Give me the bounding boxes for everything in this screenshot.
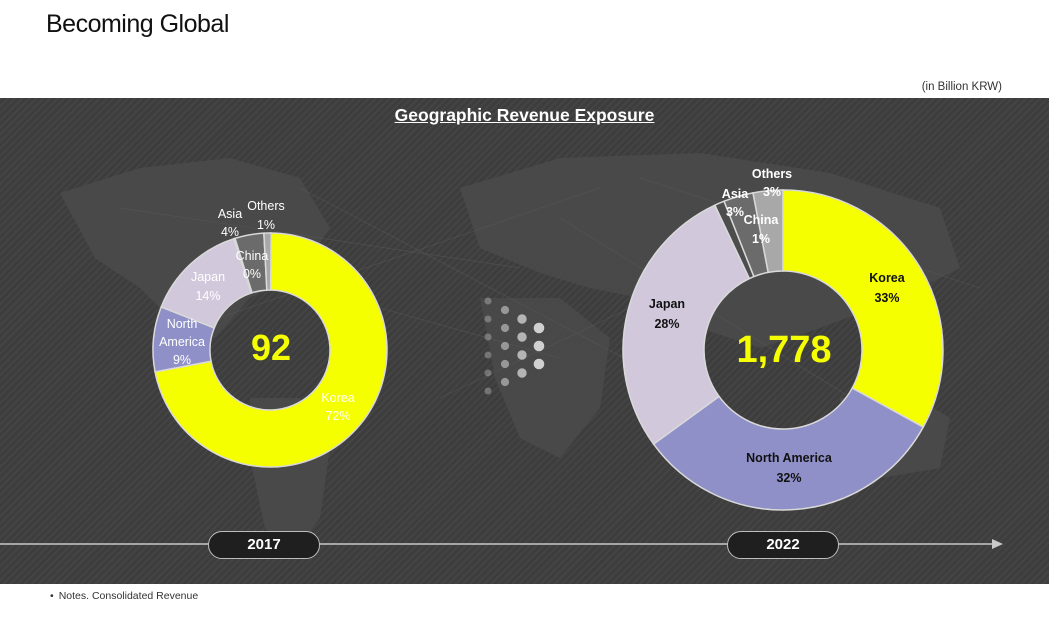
unit-note: (in Billion KRW) xyxy=(921,81,1002,93)
dot xyxy=(484,315,492,323)
slice-label-china: China xyxy=(744,213,780,227)
slice-value-japan: 14% xyxy=(195,289,220,303)
slice-value-north-america: 32% xyxy=(776,471,801,485)
slice-label-north-america: North America xyxy=(746,451,833,465)
slice-label-japan: Japan xyxy=(191,270,225,284)
transition-dots xyxy=(484,297,545,395)
footnote-text: Notes. Consolidated Revenue xyxy=(58,590,199,602)
slice-korea xyxy=(154,232,388,468)
dot xyxy=(517,332,527,342)
slice-label-china: China xyxy=(236,249,269,263)
timeline-arrow xyxy=(992,539,1003,549)
footnote: • Notes. Consolidated Revenue xyxy=(50,590,199,602)
dot xyxy=(500,377,510,387)
donut-chart-2017: Korea 72% North America 9% Japan 14% China 0% Asi… xyxy=(152,199,388,468)
dot xyxy=(533,322,545,334)
dot xyxy=(517,368,527,378)
slice-value-korea: 72% xyxy=(325,409,350,423)
slice-value-japan: 28% xyxy=(654,317,679,331)
slice-value-others: 3% xyxy=(763,185,781,199)
slice-value-north-america: 9% xyxy=(173,353,191,367)
slice-others xyxy=(263,232,272,291)
slice-label-others: Others xyxy=(247,199,285,213)
donut-chart-2022: Korea 33% North America 32% Japan 28% China 1% A… xyxy=(622,167,944,511)
total-2017: 92 xyxy=(251,327,291,368)
dot xyxy=(484,369,492,377)
total-2022: 1,778 xyxy=(736,329,831,371)
slice-label-north-america: North America xyxy=(159,317,205,349)
dot xyxy=(484,351,492,359)
slice-value-others: 1% xyxy=(257,218,275,232)
dot xyxy=(533,358,545,370)
slice-label-korea: Korea xyxy=(869,271,905,285)
dot xyxy=(484,387,492,395)
dot xyxy=(500,341,510,351)
dot xyxy=(484,333,492,341)
slice-label-asia: Asia xyxy=(218,207,242,221)
slice-others xyxy=(752,189,784,274)
year-pill-2017: 2017 xyxy=(208,531,320,559)
slice-japan xyxy=(622,204,751,446)
slice-value-korea: 33% xyxy=(874,291,899,305)
slice-korea xyxy=(782,189,944,429)
page-title: Becoming Global xyxy=(46,10,229,38)
slice-value-china: 0% xyxy=(243,267,261,281)
dot xyxy=(517,350,527,360)
slice-value-asia: 3% xyxy=(726,205,744,219)
dot xyxy=(500,359,510,369)
dot xyxy=(517,314,527,324)
chart-title: Geographic Revenue Exposure xyxy=(394,105,655,125)
slice-label-korea: Korea xyxy=(321,391,354,405)
slice-label-others: Others xyxy=(752,167,792,181)
slice-value-asia: 4% xyxy=(221,225,239,239)
dot xyxy=(533,340,545,352)
slice-label-japan: Japan xyxy=(649,297,685,311)
slice-north-america xyxy=(652,387,925,511)
slice-value-china: 1% xyxy=(752,232,770,246)
year-pill-2022: 2022 xyxy=(727,531,839,559)
dot xyxy=(500,323,510,333)
slice-label-asia: Asia xyxy=(722,187,749,201)
dot xyxy=(484,297,492,305)
dot xyxy=(500,305,510,315)
